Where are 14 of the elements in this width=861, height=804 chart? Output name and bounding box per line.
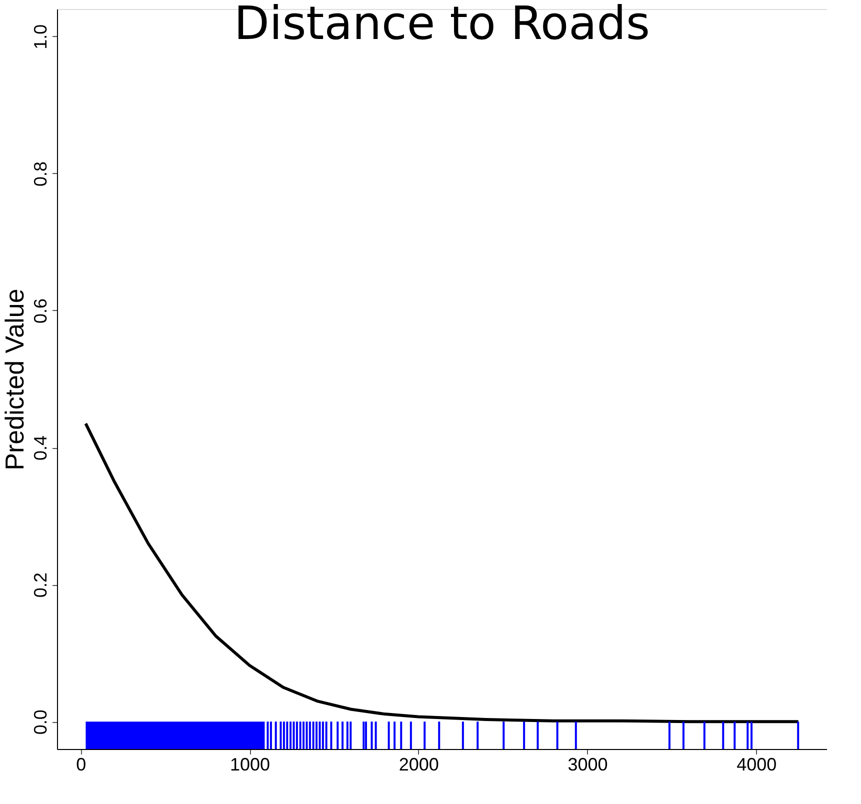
x-tick-label: 1000 (230, 754, 270, 774)
y-tick-label: 0.0 (30, 710, 50, 735)
x-tick-label: 0 (76, 754, 86, 774)
y-tick-label: 0.6 (30, 298, 50, 324)
y-tick-label: 0.2 (30, 572, 50, 598)
y-tick-label: 0.8 (30, 161, 50, 186)
y-tick-label: 0.4 (30, 436, 50, 461)
y-tick-label: 1.0 (30, 24, 50, 50)
chart-title: Distance to Roads (234, 0, 650, 50)
x-tick-label: 3000 (568, 754, 608, 774)
x-tick-label: 2000 (398, 754, 439, 774)
y-axis-title: Predicted Value (0, 288, 30, 470)
line-series (84, 422, 800, 724)
x-tick-label: 4000 (736, 754, 777, 774)
